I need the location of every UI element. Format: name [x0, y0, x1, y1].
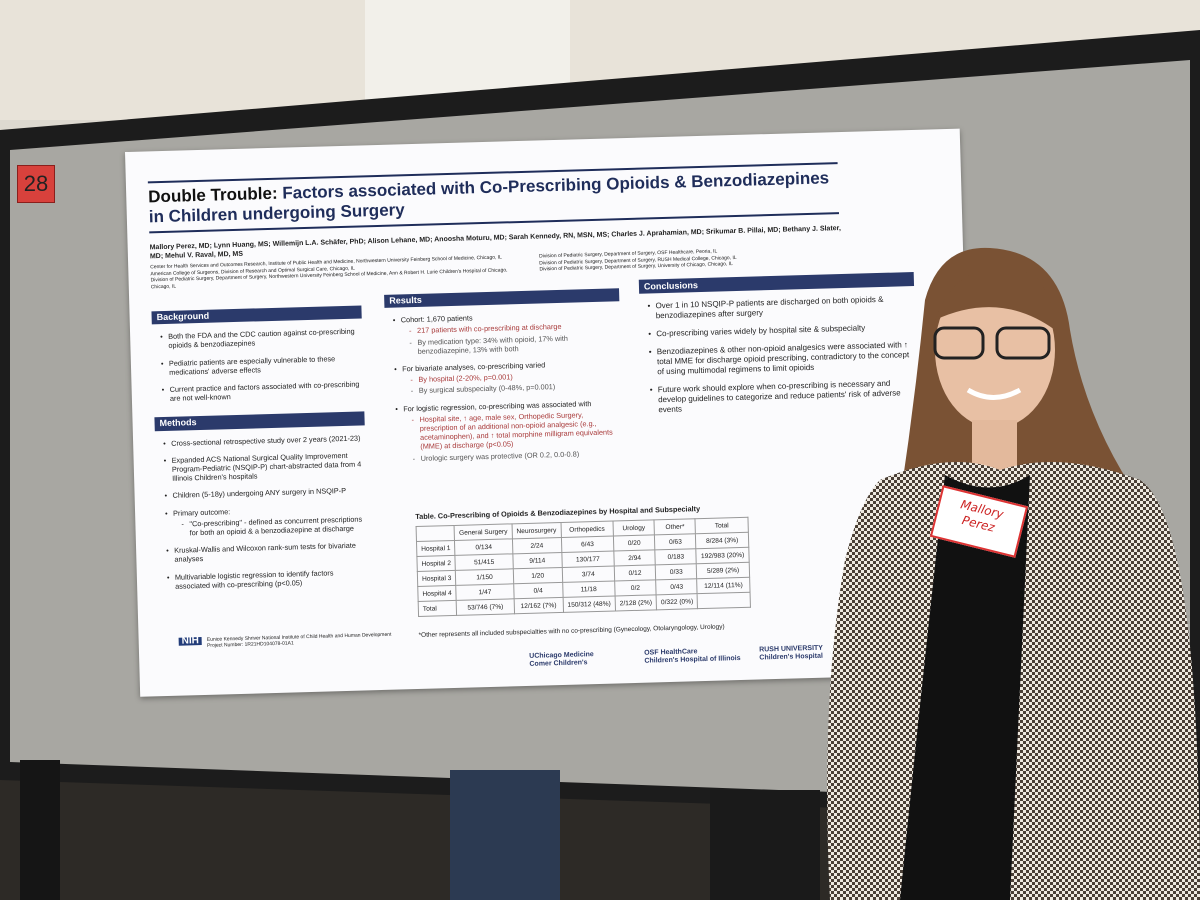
board-number: 28 [17, 165, 55, 203]
